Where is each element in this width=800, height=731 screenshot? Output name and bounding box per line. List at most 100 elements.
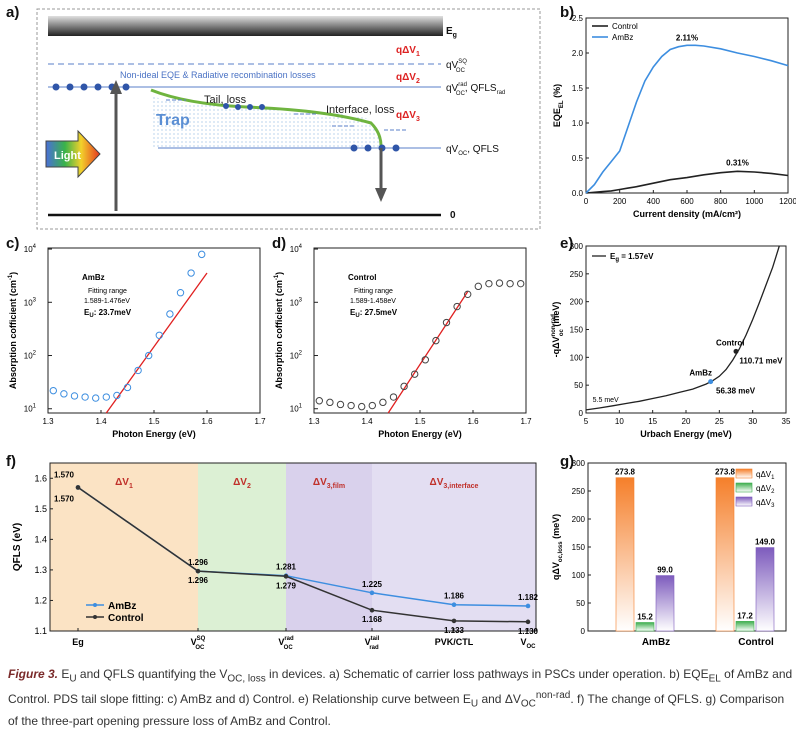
- data-point: [453, 302, 461, 311]
- chart-e-urbach: 5 10 15 20 25 30 35 0 50 100 150 200 250 300 Urbach En…: [551, 242, 791, 439]
- eg-label: Eg: [446, 26, 457, 39]
- x-tick-label: Control: [738, 637, 774, 648]
- annot-control-value: 110.71 meV: [739, 356, 783, 365]
- data-point: [379, 398, 387, 407]
- qvoc-label: qVOC, QFLS: [446, 144, 499, 157]
- trap-label: Trap: [156, 112, 190, 129]
- chart-b-eqe: 0 200 400 600 800 1000 1200 0.0 0.5 1.0 1.5 2.0 2.5 C…: [552, 14, 796, 219]
- data-point: [451, 618, 457, 624]
- tail-loss-label: Tail, loss: [204, 94, 247, 106]
- fit-range: 1.589-1.476eV: [84, 298, 130, 305]
- y-tick-label: 150: [572, 543, 586, 552]
- y-tick-label: 50: [574, 381, 583, 390]
- y-tick-label: 300: [570, 242, 584, 251]
- y-tick-label: 0: [581, 627, 586, 636]
- x-tick-label: 1.3: [42, 417, 54, 426]
- data-point: [70, 392, 79, 400]
- chart-f-qfls: ΔV1 ΔV2 ΔV3,film ΔV3,interface 1.1 1.2 1.3 1.4 1…: [12, 462, 539, 651]
- fit-label: Fitting range: [354, 288, 393, 295]
- x-tick-label: PVK/CTL: [435, 637, 474, 647]
- data-label: 1.168: [362, 615, 383, 624]
- electron-row-top: [52, 83, 130, 91]
- y-tick-label: 2.5: [572, 14, 584, 23]
- y-tick-label: 101: [24, 404, 37, 414]
- chart-d-absorption-control: 1.3 1.4 1.5 1.6 1.7 101 102 103 104 Photon Energy…: [274, 244, 532, 439]
- data-point: [369, 590, 375, 596]
- chart-c-absorption-ambz: 1.3 1.4 1.5 1.6 1.7 101 102 103 104 Photon Energy…: [8, 244, 266, 439]
- chart-frame: [313, 247, 527, 414]
- x-tick-label: 1.5: [148, 417, 160, 426]
- x-tick-label: 1.6: [467, 417, 479, 426]
- y-tick-label: 200: [570, 298, 584, 307]
- y-tick-label: 2.0: [572, 49, 584, 58]
- data-point: [347, 401, 355, 410]
- x-tick-label: 1.3: [308, 417, 320, 426]
- x-tick-label: Eg: [72, 637, 84, 647]
- y-tick-label: 50: [576, 599, 585, 608]
- chart-frame: [47, 247, 261, 414]
- eu-value: EU: 23.7meV: [84, 308, 132, 319]
- dv1-label: qΔV1: [396, 45, 420, 58]
- data-point: [92, 394, 100, 402]
- legend-label-ambz: AmBz: [612, 33, 633, 42]
- x-tick-label: Vrad OC: [278, 636, 294, 651]
- x-tick-label: 25: [715, 417, 724, 426]
- chart-e-frame: [585, 245, 787, 414]
- data-point: [442, 318, 451, 327]
- data-point: [464, 290, 472, 299]
- bar: [755, 547, 775, 632]
- trap-levels: [166, 99, 406, 131]
- data-point: [123, 383, 132, 392]
- data-point: [187, 269, 195, 277]
- data-point: [145, 351, 153, 360]
- data-label: 1.130: [518, 627, 539, 636]
- y-tick-label: 1.3: [34, 565, 47, 575]
- x-tick-label: 15: [648, 417, 657, 426]
- legend-label: qΔV2: [756, 484, 775, 495]
- x-tick-label: 10: [615, 417, 624, 426]
- figure-caption: Figure 3. EU and QFLS quantifying the VO…: [8, 667, 793, 728]
- data-point: [198, 250, 206, 259]
- legend-label: Control: [108, 613, 144, 624]
- x-tick-label: AmBz: [642, 637, 670, 648]
- y-tick-label: 1.6: [34, 473, 47, 483]
- y-tick-label: 150: [570, 326, 584, 335]
- y-tick-label: 102: [290, 351, 303, 361]
- y-tick-label: 0.5: [572, 154, 584, 163]
- data-label: 1.296: [188, 558, 209, 567]
- annot-control-peak: 0.31%: [726, 158, 749, 167]
- y-tick-label: 103: [24, 297, 37, 307]
- data-point: [102, 393, 111, 401]
- y-tick-label: 104: [290, 244, 303, 254]
- series-line-control: [585, 170, 789, 194]
- series-line-control: [77, 486, 529, 623]
- x-axis-label: Photon Energy (eV): [112, 429, 196, 439]
- data-point: [49, 386, 57, 395]
- region-label-4: ΔV3,interface: [430, 477, 479, 490]
- x-tick-label: 400: [647, 197, 661, 206]
- interface-loss-label: Interface, loss: [326, 104, 395, 116]
- bar-label: 99.0: [657, 566, 673, 575]
- trap-region: [151, 96, 381, 148]
- annot-ambz: AmBz: [689, 369, 712, 378]
- legend-marker: [93, 615, 97, 619]
- fit-label: Fitting range: [88, 288, 127, 295]
- schematic-a: Light Non-ideal EQE & Radiative recombin…: [36, 8, 541, 230]
- tail-curve: [150, 88, 383, 147]
- data-point: [474, 282, 483, 291]
- region-2: [198, 463, 286, 631]
- data-point: [60, 390, 68, 398]
- bar-label: 273.8: [615, 468, 636, 477]
- y-axis-label: -qΔVnon-rad oc (meV): [551, 302, 565, 358]
- legend-label-control: Control: [612, 22, 638, 31]
- bar: [635, 622, 655, 632]
- y-tick-label: 1.5: [34, 504, 47, 514]
- x-axis-label: Photon Energy (eV): [378, 429, 462, 439]
- region-label-2: ΔV2: [233, 477, 251, 490]
- panel-label-b: b): [560, 4, 575, 21]
- panel-label-a: a): [6, 4, 20, 21]
- bar-label: 15.2: [637, 612, 653, 621]
- legend-eg: Eg = 1.57eV: [610, 252, 654, 263]
- data-point: [525, 603, 531, 609]
- x-tick-label: VSQ OC: [191, 636, 206, 651]
